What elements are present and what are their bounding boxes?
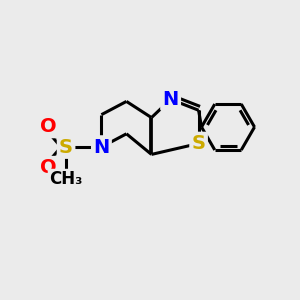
Text: O: O <box>40 117 57 136</box>
Text: O: O <box>40 158 57 177</box>
Text: CH₃: CH₃ <box>50 170 83 188</box>
Text: N: N <box>163 90 179 109</box>
Text: N: N <box>93 138 110 157</box>
Text: S: S <box>192 134 206 153</box>
Text: S: S <box>59 138 73 157</box>
